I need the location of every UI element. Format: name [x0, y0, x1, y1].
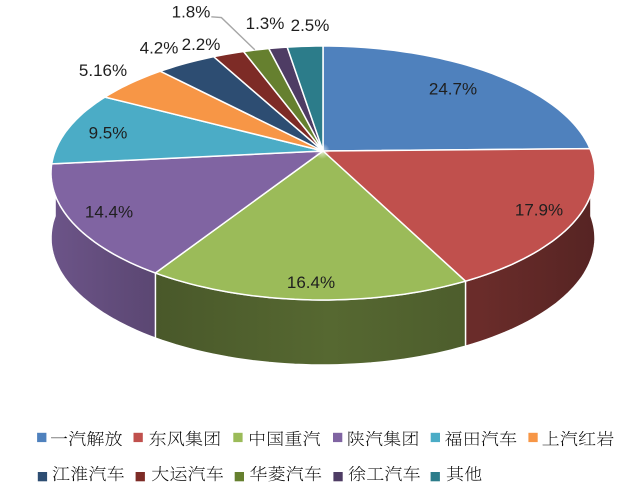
svg-text:16.4%: 16.4% — [287, 273, 335, 292]
svg-text:1.3%: 1.3% — [246, 14, 285, 33]
svg-text:17.9%: 17.9% — [515, 201, 563, 220]
svg-text:24.7%: 24.7% — [429, 79, 477, 98]
svg-text:14.4%: 14.4% — [85, 203, 133, 222]
svg-text:5.16%: 5.16% — [79, 61, 127, 80]
svg-text:4.2%: 4.2% — [140, 39, 179, 58]
svg-text:2.5%: 2.5% — [291, 16, 330, 35]
svg-text:1.8%: 1.8% — [172, 3, 211, 22]
svg-text:2.2%: 2.2% — [182, 35, 221, 54]
svg-text:9.5%: 9.5% — [89, 124, 128, 143]
